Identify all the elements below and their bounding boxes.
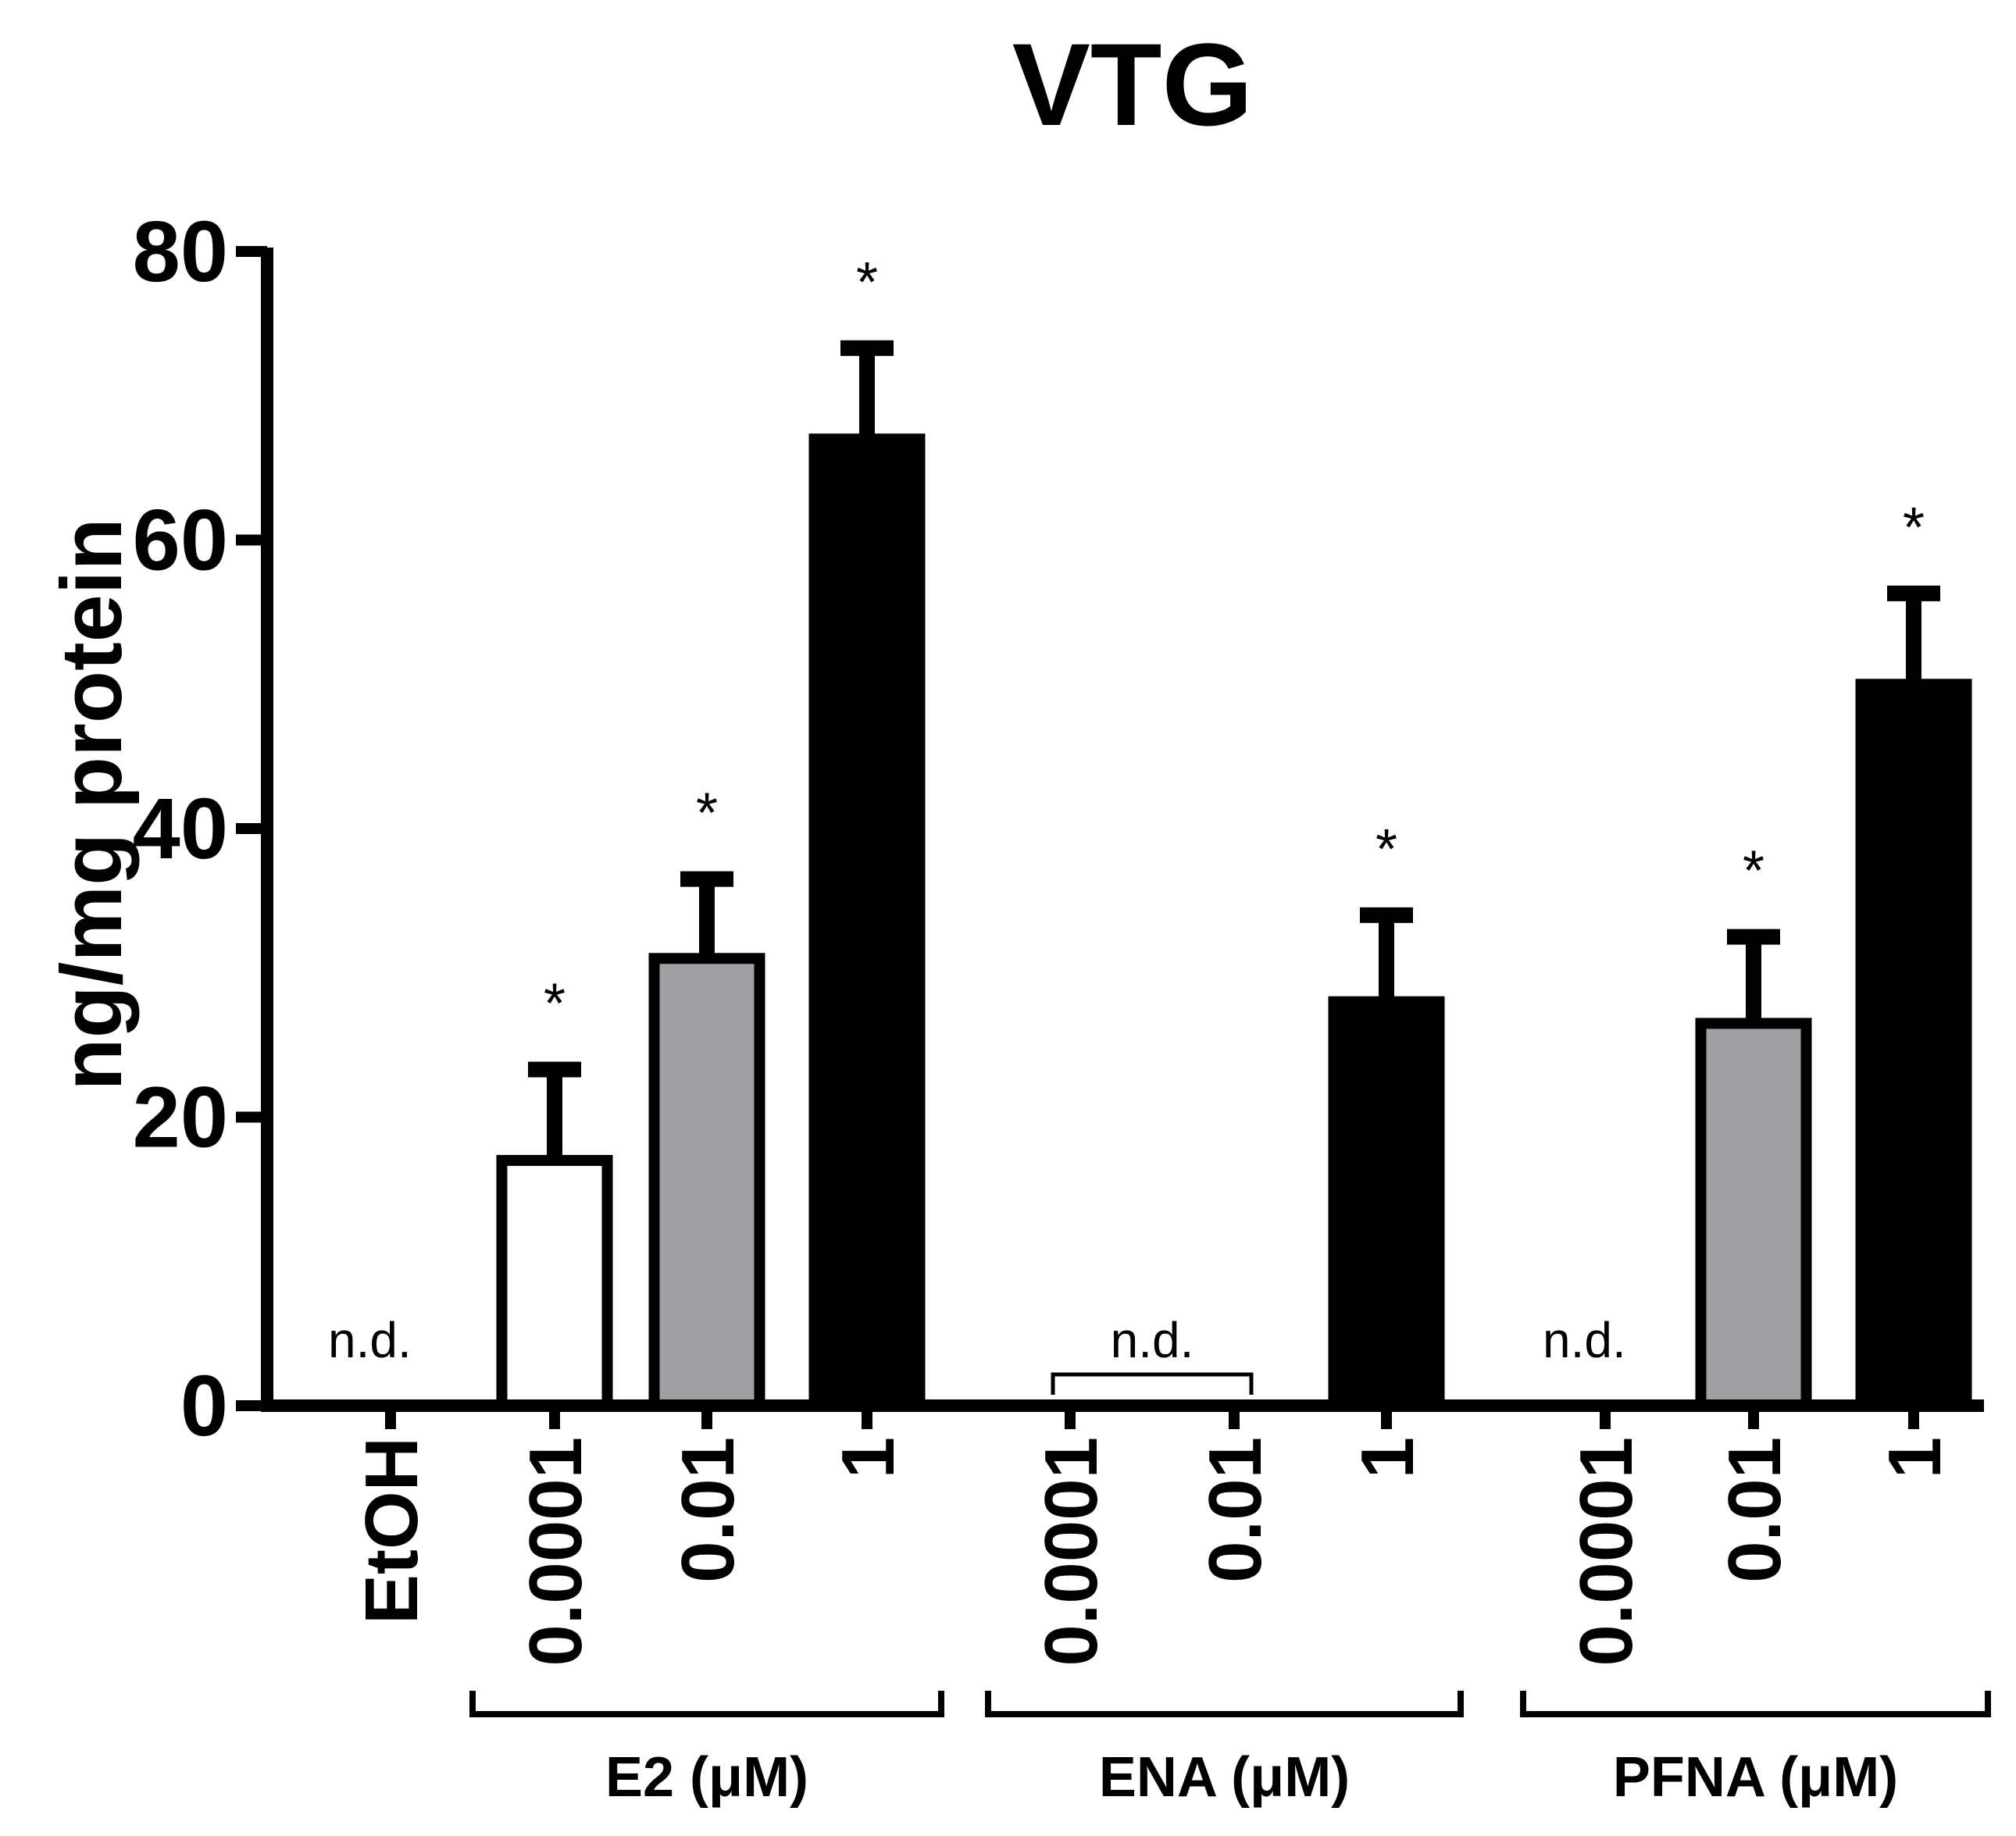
not-detected-label: n.d.: [1111, 1312, 1194, 1368]
x-tick-label: 1: [1873, 1437, 1957, 1478]
x-tick-label: 1: [1346, 1437, 1429, 1478]
group-label: ENA (μM): [1099, 1746, 1350, 1809]
group-label: E2 (μM): [605, 1746, 808, 1809]
x-tick-label: 0.01: [1713, 1437, 1797, 1583]
y-axis-label: ng/mg protein: [44, 518, 140, 1090]
bar: [648, 953, 765, 1411]
x-tick-label: EtOH: [350, 1437, 434, 1624]
significance-marker: *: [696, 783, 718, 845]
significance-marker: *: [856, 251, 878, 314]
x-tick-label: 0.0001: [1565, 1437, 1648, 1667]
group-bracket: [1520, 1691, 1991, 1717]
bar: [1328, 996, 1445, 1411]
not-detected-label: n.d.: [328, 1312, 412, 1368]
x-tick-label: 0.01: [1194, 1437, 1277, 1583]
y-tick-label: 80: [133, 204, 228, 300]
group-label: PFNA (μM): [1613, 1746, 1898, 1809]
bar: [496, 1154, 613, 1412]
group-bracket: [469, 1691, 944, 1717]
not-detected-label: n.d.: [1543, 1312, 1626, 1368]
chart-title: VTG: [1012, 19, 1253, 150]
bar: [1855, 679, 1972, 1411]
bar: [1695, 1018, 1812, 1411]
significance-marker: *: [544, 973, 566, 1036]
plot-area: 0 20 40 60 80 EtOH * 0.0001 * 0.01 * 1 0.0001 0.01 * 1 0…: [133, 204, 1991, 1809]
y-tick-label: 0: [180, 1358, 228, 1454]
x-tick-label: 0.0001: [514, 1437, 598, 1667]
x-tick-label: 0.0001: [1029, 1437, 1113, 1667]
x-tick-label: 1: [826, 1437, 910, 1478]
bar: [808, 433, 926, 1411]
not-detected-bracket: [1051, 1372, 1254, 1395]
y-tick-label: 40: [133, 781, 228, 877]
significance-marker: *: [1903, 497, 1925, 559]
significance-marker: *: [1376, 818, 1397, 881]
group-bracket: [985, 1691, 1464, 1717]
x-tick-label: 0.01: [666, 1437, 750, 1583]
significance-marker: *: [1743, 840, 1764, 903]
y-tick-label: 60: [133, 493, 228, 589]
y-tick-label: 20: [133, 1070, 228, 1166]
